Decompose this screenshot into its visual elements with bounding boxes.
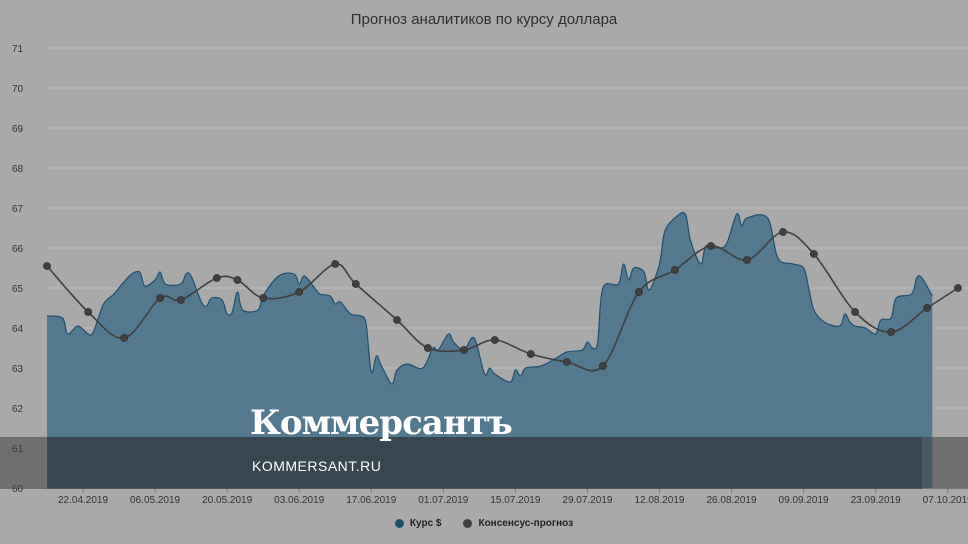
y-tick-label: 67: [12, 204, 24, 215]
legend-item-kurs[interactable]: Курс $: [394, 518, 442, 529]
y-tick-label: 60: [12, 484, 24, 495]
consensus-point[interactable]: [259, 294, 268, 302]
y-tick-label: 71: [12, 44, 24, 55]
x-tick-label: 23.09.2019: [851, 495, 901, 506]
legend-item-consensus[interactable]: Консенсус-прогноз: [463, 518, 573, 529]
consensus-point[interactable]: [743, 256, 751, 264]
y-tick-label: 66: [12, 244, 24, 255]
consensus-point[interactable]: [176, 296, 185, 304]
series-kurs-area: [46, 212, 933, 489]
consensus-point[interactable]: [851, 308, 859, 316]
consensus-point[interactable]: [295, 288, 304, 296]
consensus-point[interactable]: [43, 262, 51, 270]
consensus-point[interactable]: [393, 316, 401, 324]
consensus-point[interactable]: [779, 228, 787, 236]
consensus-point[interactable]: [156, 294, 165, 302]
x-tick-label: 03.06.2019: [274, 495, 324, 506]
x-tick-label: 29.07.2019: [562, 495, 612, 506]
x-tick-label: 15.07.2019: [490, 495, 540, 506]
watermark-band-inner: [47, 437, 922, 489]
consensus-point[interactable]: [562, 358, 571, 366]
series-consensus-line: [46, 231, 959, 372]
consensus-point[interactable]: [923, 304, 932, 312]
consensus-point[interactable]: [671, 266, 679, 274]
consensus-point[interactable]: [423, 344, 432, 352]
x-tick-label: 26.08.2019: [707, 495, 757, 506]
chart-title: Прогноз аналитиков по курсу доллара: [350, 11, 618, 28]
legend-label-consensus: Консенсус-прогноз: [478, 518, 574, 529]
chart-legend: Курс $ Консенсус-прогноз: [0, 518, 968, 529]
y-tick-label: 65: [12, 284, 24, 295]
x-tick-label: 22.04.2019: [58, 495, 108, 506]
y-tick-label: 63: [12, 364, 24, 375]
consensus-point[interactable]: [526, 350, 535, 358]
x-tick-label: 06.05.2019: [130, 495, 180, 506]
consensus-point[interactable]: [212, 274, 221, 282]
x-tick-label: 09.09.2019: [779, 495, 829, 506]
consensus-point[interactable]: [490, 336, 499, 344]
kurs-line: [46, 212, 933, 385]
watermark-url: KOMMERSANT.RU: [252, 458, 382, 474]
x-tick-label: 07.10.2019: [923, 495, 968, 506]
x-tick-label: 17.06.2019: [346, 495, 396, 506]
x-tick-label: 20.05.2019: [202, 495, 252, 506]
consensus-point[interactable]: [351, 280, 360, 288]
y-tick-label: 62: [12, 404, 24, 415]
consensus-point[interactable]: [459, 346, 468, 354]
consensus-point[interactable]: [634, 288, 643, 296]
consensus-point[interactable]: [84, 308, 93, 316]
y-tick-label: 68: [12, 164, 24, 175]
watermark-logo: Коммерсантъ: [250, 403, 513, 443]
consensus-point[interactable]: [598, 362, 607, 370]
x-tick-label: 12.08.2019: [634, 495, 684, 506]
consensus-point[interactable]: [809, 250, 818, 258]
y-tick-label: 69: [12, 124, 24, 135]
consensus-point[interactable]: [331, 260, 340, 268]
legend-marker-icon: [463, 519, 473, 528]
consensus-point[interactable]: [707, 242, 715, 250]
legend-label-kurs: Курс $: [409, 518, 442, 529]
legend-marker-icon: [394, 519, 404, 528]
x-tick-label: 01.07.2019: [418, 495, 468, 506]
y-axis-ticks: 606162636465666768697071: [12, 44, 24, 495]
x-axis-ticks: 22.04.2019 06.05.2019 20.05.2019 03.06.2019…: [58, 488, 968, 506]
consensus-point[interactable]: [954, 284, 962, 292]
y-tick-label: 64: [12, 324, 24, 335]
series-consensus-points: [43, 228, 962, 370]
y-tick-label: 70: [12, 84, 24, 95]
consensus-point[interactable]: [233, 276, 242, 284]
consensus-point[interactable]: [887, 328, 895, 336]
kurs-area-fill: [47, 212, 933, 489]
consensus-point[interactable]: [120, 334, 129, 342]
watermark-band: [0, 437, 968, 489]
consensus-line: [46, 231, 959, 372]
